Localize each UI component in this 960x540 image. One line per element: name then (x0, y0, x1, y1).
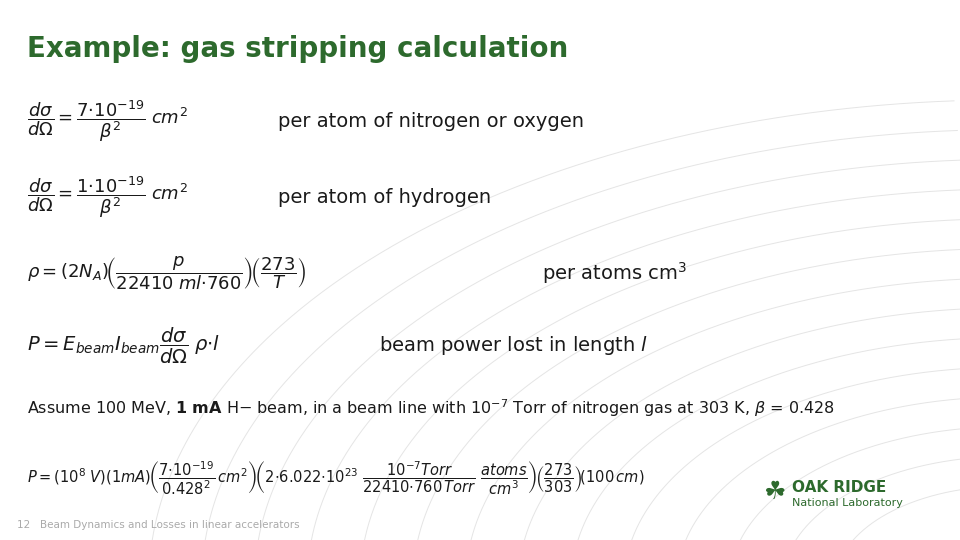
Text: beam power lost in length $l$: beam power lost in length $l$ (379, 334, 648, 357)
Text: 12   Beam Dynamics and Losses in linear accelerators: 12 Beam Dynamics and Losses in linear ac… (17, 520, 300, 530)
Text: National Laboratory: National Laboratory (792, 498, 902, 508)
Text: Example: gas stripping calculation: Example: gas stripping calculation (27, 35, 568, 63)
Text: OAK RIDGE: OAK RIDGE (792, 480, 886, 495)
Text: Assume 100 MeV, $\mathbf{1\ mA}$ H$-$ beam, in a beam line with $10^{-7}$ Torr o: Assume 100 MeV, $\mathbf{1\ mA}$ H$-$ be… (27, 397, 835, 418)
Text: $\dfrac{d\sigma}{d\Omega} = \dfrac{1{\cdot}10^{-19}}{\beta^2}\; cm^2$: $\dfrac{d\sigma}{d\Omega} = \dfrac{1{\cd… (27, 174, 188, 220)
Text: $\rho = \left(2N_A\right)\!\left(\dfrac{p}{22410\;ml{\cdot}760}\right)\!\left(\d: $\rho = \left(2N_A\right)\!\left(\dfrac{… (27, 254, 306, 292)
Text: $P = (10^8\ V)(1mA)\!\left(\dfrac{7{\cdot}10^{-19}}{0.428^2}\,cm^2\right)\!\left: $P = (10^8\ V)(1mA)\!\left(\dfrac{7{\cdo… (27, 459, 644, 497)
Text: per atoms cm$^3$: per atoms cm$^3$ (542, 260, 687, 286)
Text: per atom of nitrogen or oxygen: per atom of nitrogen or oxygen (278, 112, 585, 131)
Text: ☘: ☘ (763, 481, 785, 504)
Text: per atom of hydrogen: per atom of hydrogen (278, 187, 492, 207)
Text: $P = E_{beam}I_{beam}\dfrac{d\sigma}{d\Omega}\;\rho{\cdot}l$: $P = E_{beam}I_{beam}\dfrac{d\sigma}{d\O… (27, 326, 220, 366)
Text: $\dfrac{d\sigma}{d\Omega} = \dfrac{7{\cdot}10^{-19}}{\beta^2}\; cm^2$: $\dfrac{d\sigma}{d\Omega} = \dfrac{7{\cd… (27, 99, 188, 144)
